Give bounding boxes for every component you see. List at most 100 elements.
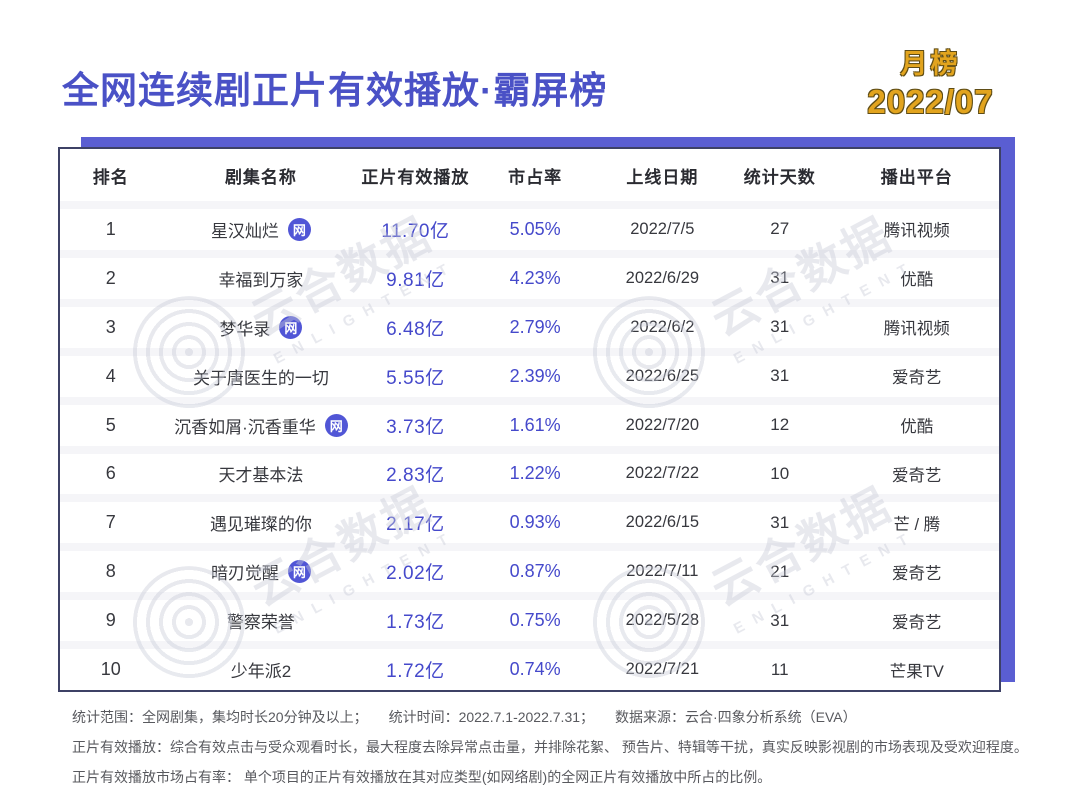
drama-name: 梦华录: [219, 319, 271, 339]
drama-name-cell: 警察荣誉: [161, 608, 360, 633]
drama-name-cell: 天才基本法: [161, 461, 360, 486]
rank-cell: 7: [105, 512, 116, 533]
online-date: 2022/7/22: [625, 464, 700, 483]
plays-value: 6.48亿: [386, 318, 445, 340]
plays-value: 3.73亿: [386, 416, 445, 438]
drama-name-cell: 沉香如屑·沉香重华 网: [161, 413, 360, 438]
drama-name-cell: 关于唐医生的一切: [161, 364, 360, 389]
table-row: 5 沉香如屑·沉香重华 网 3.73亿 1.61% 2022/7/20 12 优…: [60, 404, 999, 446]
share-value: 1.22%: [509, 463, 561, 484]
column-header: 排名: [92, 167, 129, 187]
drama-name: 天才基本法: [218, 466, 304, 486]
page-title: 全网连续剧正片有效播放·霸屏榜: [62, 70, 608, 111]
online-date: 2022/6/2: [630, 317, 695, 336]
drama-name: 幸福到万家: [218, 270, 304, 290]
table-row: 9 警察荣誉 1.73亿 0.75% 2022/5/28 31 爱奇艺: [60, 600, 999, 642]
column-header: 剧集名称: [224, 167, 297, 187]
drama-name-cell: 星汉灿烂 网: [161, 217, 360, 242]
table-header: 排名 剧集名称 正片有效播放 市占率 上线日期 统计天数 播出平台: [60, 149, 999, 201]
share-value: 4.23%: [509, 267, 561, 288]
web-drama-icon: 网: [324, 413, 348, 437]
stat-days: 10: [770, 463, 790, 483]
platform-name: 腾讯视频: [883, 320, 950, 339]
platform-name: 优酷: [900, 418, 934, 437]
table-row: 4 关于唐医生的一切 5.55亿 2.39% 2022/6/25 31 爱奇艺: [60, 355, 999, 397]
footnote-line: 统计范围：全网剧集，集均时长20分钟及以上； 统计时间：2022.7.1-202…: [72, 709, 857, 725]
drama-name: 警察荣誉: [226, 613, 295, 633]
drama-name: 关于唐医生的一切: [192, 368, 329, 388]
drama-name: 遇见璀璨的你: [209, 515, 312, 535]
drama-name: 沉香如屑·沉香重华: [174, 417, 316, 437]
ranking-table: 排名 剧集名称 正片有效播放 市占率 上线日期 统计天数 播出平台 1 星汉灿烂 网 11.…: [58, 147, 1001, 692]
share-value: 0.93%: [509, 512, 561, 533]
stat-days: 11: [770, 659, 789, 679]
stat-days: 31: [770, 610, 790, 630]
platform-name: 爱奇艺: [892, 466, 942, 485]
platform-name: 优酷: [900, 271, 934, 290]
plays-value: 9.81亿: [386, 269, 445, 291]
stat-days: 27: [770, 219, 790, 239]
share-value: 0.74%: [509, 659, 561, 680]
ranking-card-shadow: 排名 剧集名称 正片有效播放 市占率 上线日期 统计天数 播出平台 1 星汉灿烂 网 11.…: [58, 137, 1015, 692]
share-value: 0.87%: [509, 561, 561, 582]
drama-name: 星汉灿烂: [210, 221, 279, 241]
stat-days: 12: [770, 415, 790, 435]
column-header: 播出平台: [880, 167, 953, 187]
share-value: 2.79%: [509, 316, 561, 337]
online-date: 2022/6/15: [625, 513, 700, 532]
column-header: 上线日期: [626, 167, 699, 187]
share-value: 2.39%: [509, 365, 561, 386]
table-row: 8 暗刃觉醒 网 2.02亿 0.87% 2022/7/11 21 爱奇艺: [60, 551, 999, 593]
plays-value: 11.70亿: [381, 220, 450, 242]
rank-cell: 6: [105, 463, 116, 484]
rank-cell: 1: [105, 218, 116, 239]
web-drama-icon: 网: [287, 560, 311, 584]
online-date: 2022/7/20: [625, 415, 700, 434]
period-value: 2022/07: [867, 83, 994, 120]
platform-name: 爱奇艺: [892, 613, 942, 632]
plays-value: 1.72亿: [386, 661, 445, 683]
table-row: 6 天才基本法 2.83亿 1.22% 2022/7/22 10 爱奇艺: [60, 453, 999, 495]
plays-value: 2.83亿: [386, 465, 445, 487]
online-date: 2022/7/21: [625, 660, 700, 679]
column-header: 正片有效播放: [361, 167, 470, 187]
rank-cell: 9: [105, 610, 116, 631]
plays-value: 2.17亿: [386, 514, 445, 536]
rank-cell: 8: [105, 561, 116, 582]
online-date: 2022/7/11: [626, 562, 699, 581]
drama-name: 暗刃觉醒: [210, 564, 279, 584]
stat-days: 31: [770, 512, 790, 532]
drama-name-cell: 暗刃觉醒 网: [161, 559, 360, 584]
stat-days: 31: [770, 366, 790, 386]
platform-name: 腾讯视频: [883, 222, 950, 241]
share-value: 0.75%: [509, 610, 561, 631]
rank-cell: 10: [100, 659, 121, 680]
table-row: 1 星汉灿烂 网 11.70亿 5.05% 2022/7/5 27 腾讯视频: [60, 209, 999, 250]
share-value: 1.61%: [509, 414, 561, 435]
rank-cell: 2: [105, 267, 116, 288]
rank-cell: 4: [105, 365, 116, 386]
footnotes: 统计范围：全网剧集，集均时长20分钟及以上； 统计时间：2022.7.1-202…: [72, 702, 1032, 792]
platform-name: 爱奇艺: [892, 369, 942, 388]
rank-cell: 5: [105, 414, 116, 435]
drama-name: 少年派2: [230, 662, 292, 682]
drama-name-cell: 少年派2: [161, 657, 360, 682]
platform-name: 芒 / 腾: [893, 515, 941, 534]
plays-value: 5.55亿: [386, 367, 445, 389]
online-date: 2022/5/28: [625, 611, 700, 630]
table-row: 7 遇见璀璨的你 2.17亿 0.93% 2022/6/15 31 芒 / 腾: [60, 502, 999, 544]
drama-name-cell: 幸福到万家: [161, 266, 360, 291]
drama-name-cell: 梦华录 网: [161, 315, 360, 340]
stat-days: 31: [770, 268, 790, 288]
stat-days: 31: [770, 317, 790, 337]
plays-value: 2.02亿: [386, 563, 445, 585]
table-row: 10 少年派2 1.72亿 0.74% 2022/7/21 11 芒果TV: [60, 649, 999, 690]
period-badge: 月榜 2022/07: [848, 42, 1013, 121]
web-drama-icon: 网: [279, 315, 303, 339]
period-label: 月榜: [900, 49, 961, 79]
column-header: 统计天数: [743, 167, 816, 187]
drama-name-cell: 遇见璀璨的你: [161, 510, 360, 535]
plays-value: 1.73亿: [386, 612, 445, 634]
platform-name: 爱奇艺: [892, 564, 942, 583]
